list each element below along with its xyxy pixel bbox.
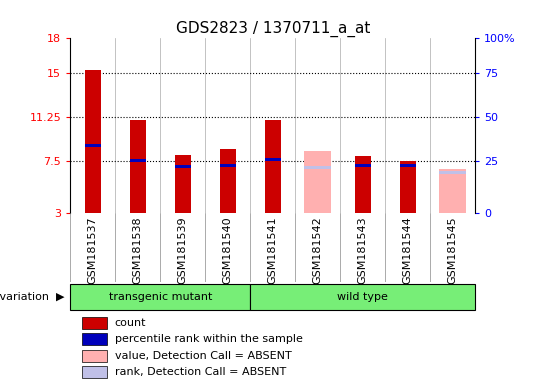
Text: count: count	[114, 318, 146, 328]
Bar	[83, 333, 107, 345]
Bar	[83, 366, 107, 378]
Bar	[175, 155, 191, 213]
Bar	[175, 165, 191, 168]
Bar	[439, 171, 466, 174]
Text: genotype/variation  ▶: genotype/variation ▶	[0, 291, 65, 302]
Bar	[265, 158, 281, 161]
Text: GSM181540: GSM181540	[222, 217, 233, 284]
Bar	[400, 164, 416, 167]
Bar	[85, 70, 100, 213]
Text: GSM181544: GSM181544	[403, 217, 413, 284]
Text: wild type: wild type	[338, 291, 388, 302]
Text: GSM181537: GSM181537	[87, 217, 98, 284]
Bar	[400, 161, 416, 213]
Text: transgenic mutant: transgenic mutant	[109, 291, 212, 302]
Bar	[83, 317, 107, 329]
Bar	[85, 144, 100, 147]
Bar	[439, 169, 466, 213]
Text: GSM181541: GSM181541	[268, 217, 278, 284]
Title: GDS2823 / 1370711_a_at: GDS2823 / 1370711_a_at	[176, 21, 370, 37]
FancyBboxPatch shape	[70, 284, 250, 310]
Text: GSM181542: GSM181542	[313, 217, 323, 284]
Bar	[220, 149, 235, 213]
Bar	[355, 164, 370, 167]
Text: value, Detection Call = ABSENT: value, Detection Call = ABSENT	[114, 351, 292, 361]
Text: GSM181543: GSM181543	[357, 217, 368, 284]
FancyBboxPatch shape	[250, 284, 475, 310]
Bar	[304, 166, 331, 169]
Text: GSM181539: GSM181539	[178, 217, 188, 284]
Bar	[220, 164, 235, 167]
Bar	[130, 120, 146, 213]
Bar	[265, 120, 281, 213]
Text: GSM181538: GSM181538	[133, 217, 143, 284]
Bar	[130, 159, 146, 162]
Bar	[355, 156, 370, 213]
Text: rank, Detection Call = ABSENT: rank, Detection Call = ABSENT	[114, 367, 286, 377]
Bar	[304, 151, 331, 213]
Text: GSM181545: GSM181545	[448, 217, 458, 284]
Text: percentile rank within the sample: percentile rank within the sample	[114, 334, 302, 344]
Bar	[83, 350, 107, 362]
